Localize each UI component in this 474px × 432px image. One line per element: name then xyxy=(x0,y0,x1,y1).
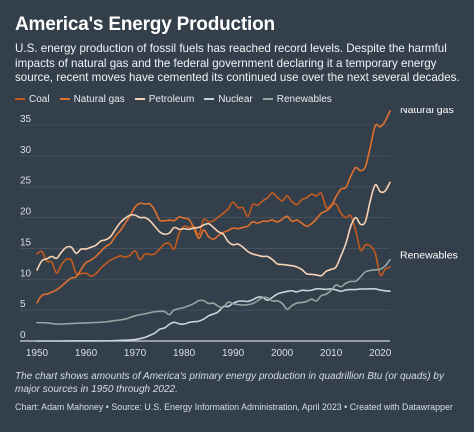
legend-swatch-coal xyxy=(15,98,25,100)
legend-label-nuclear: Nuclear xyxy=(218,93,253,105)
x-tick-label-1980: 1980 xyxy=(173,348,196,359)
y-tick-label-15: 15 xyxy=(20,237,32,248)
x-tick-label-2020: 2020 xyxy=(369,348,392,359)
chart-note: The chart shows amounts of America's pri… xyxy=(15,371,444,395)
y-tick-label-35: 35 xyxy=(20,114,32,125)
y-tick-label-5: 5 xyxy=(20,299,26,310)
line-chart: 0 5 10 15 20 25 30 35 1950 1960 1970 1980 1990 2000 2… xyxy=(20,108,458,359)
legend-item-nuclear: Nuclear xyxy=(204,93,253,105)
y-axis-ticks: 0 5 10 15 20 25 30 35 xyxy=(20,114,32,341)
x-tick-label-1990: 1990 xyxy=(222,348,245,359)
y-tick-label-25: 25 xyxy=(20,176,32,187)
x-tick-label-1950: 1950 xyxy=(26,348,49,359)
legend-swatch-renewables xyxy=(262,98,273,100)
series-line-petroleum xyxy=(36,181,391,277)
y-tick-label-0: 0 xyxy=(20,330,26,341)
chart-title: America's Energy Production xyxy=(15,14,275,35)
x-tick-label-1960: 1960 xyxy=(75,348,98,359)
series-line-renewables xyxy=(36,258,391,325)
legend-swatch-nuclear xyxy=(204,98,215,100)
legend-label-renewables: Renewables xyxy=(276,93,332,105)
series-line-natural-gas xyxy=(36,110,391,304)
x-tick-label-2000: 2000 xyxy=(271,348,294,359)
end-label-renewables: Renewables xyxy=(400,250,458,262)
legend-label-petroleum: Petroleum xyxy=(148,93,195,105)
legend-item-renewables: Renewables xyxy=(262,93,332,105)
y-tick-label-10: 10 xyxy=(20,268,32,279)
x-tick-label-1970: 1970 xyxy=(124,348,147,359)
legend-swatch-petroleum xyxy=(134,98,145,100)
legend-item-petroleum: Petroleum xyxy=(134,93,195,105)
legend-label-coal: Coal xyxy=(29,93,50,105)
chart-subtitle: U.S. energy production of fossil fuels h… xyxy=(15,42,460,85)
legend-swatch-natural-gas xyxy=(59,98,70,100)
y-tick-label-20: 20 xyxy=(20,207,32,218)
legend-item-natural-gas: Natural gas xyxy=(59,93,125,105)
legend-item-coal: Coal xyxy=(15,94,50,105)
y-tick-label-30: 30 xyxy=(20,145,32,156)
x-tick-label-2010: 2010 xyxy=(320,348,343,359)
chart-legend: Coal Natural gas Petroleum Nuclear Renewable… xyxy=(15,93,342,105)
end-label-natural-gas: Natural gas xyxy=(400,108,454,116)
series-lines xyxy=(36,110,391,342)
legend-label-natural-gas: Natural gas xyxy=(73,93,125,105)
chart-credit: Chart: Adam Mahoney • Source: U.S. Energ… xyxy=(15,402,453,412)
grid-lines xyxy=(20,124,390,342)
series-line-nuclear xyxy=(36,287,391,342)
x-axis-ticks: 1950 1960 1970 1980 1990 2000 2010 2020 xyxy=(26,348,392,359)
end-labels: Natural gas Renewables xyxy=(400,108,458,262)
